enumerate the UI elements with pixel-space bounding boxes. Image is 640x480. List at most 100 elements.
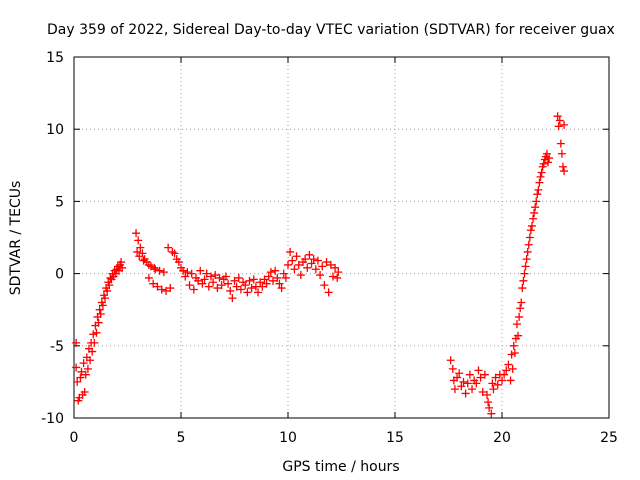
data-point: [509, 341, 518, 350]
x-tick-label: 15: [386, 430, 404, 446]
y-tick-label: 5: [55, 194, 64, 210]
data-point: [519, 276, 528, 285]
data-point: [217, 281, 226, 290]
data-point: [164, 243, 173, 252]
data-point: [266, 268, 275, 277]
x-tick-label: 20: [493, 430, 511, 446]
data-point: [478, 388, 487, 397]
data-point: [258, 282, 267, 291]
data-point: [185, 281, 194, 290]
data-point: [232, 282, 241, 291]
data-point: [311, 265, 320, 274]
data-point: [446, 356, 455, 365]
data-point: [249, 275, 258, 284]
data-point: [77, 367, 86, 376]
data-point: [151, 265, 160, 274]
data-point: [457, 382, 466, 391]
data-point: [517, 298, 526, 307]
data-point: [450, 385, 459, 394]
data-point: [168, 247, 177, 256]
data-point: [326, 260, 335, 269]
data-point: [535, 178, 544, 187]
y-tick-label: -5: [50, 339, 64, 355]
data-point: [474, 366, 483, 375]
data-point: [560, 120, 569, 129]
data-point: [209, 278, 218, 287]
data-point: [334, 268, 343, 277]
data-point: [234, 273, 243, 282]
data-point: [133, 247, 142, 256]
data-point: [465, 370, 474, 379]
data-point: [254, 288, 263, 297]
data-point: [245, 276, 254, 285]
data-point: [179, 266, 188, 275]
data-point: [136, 243, 145, 252]
data-point: [92, 328, 101, 337]
data-point: [461, 389, 470, 398]
data-point: [260, 275, 269, 284]
data-point: [514, 331, 523, 340]
data-point: [480, 370, 489, 379]
data-point: [155, 266, 164, 275]
data-point: [189, 285, 198, 294]
data-point: [531, 203, 540, 212]
data-point: [166, 284, 175, 293]
data-point: [105, 281, 114, 290]
data-point: [241, 281, 250, 290]
data-point: [555, 116, 564, 125]
data-point: [506, 376, 515, 385]
data-point: [303, 263, 312, 272]
data-point: [520, 269, 529, 278]
data-point: [200, 275, 209, 284]
data-point: [508, 364, 517, 373]
data-point: [498, 376, 506, 385]
data-point: [228, 294, 237, 303]
data-point: [489, 385, 498, 394]
grid: [74, 57, 609, 418]
data-point: [224, 279, 233, 288]
y-tick-label: 0: [55, 267, 64, 283]
data-point: [296, 271, 305, 280]
data-point: [522, 255, 531, 264]
x-tick-label: 0: [70, 430, 79, 446]
data-point: [213, 284, 222, 293]
data-point: [273, 273, 282, 282]
data-point: [202, 269, 211, 278]
data-point: [277, 284, 286, 293]
data-point: [529, 214, 538, 223]
data-point: [196, 266, 205, 275]
data-point: [484, 398, 493, 407]
data-point: [198, 279, 207, 288]
data-point: [159, 268, 168, 277]
data-point: [247, 284, 256, 293]
data-point: [281, 273, 290, 282]
data-point: [516, 304, 525, 313]
data-point: [525, 233, 534, 242]
data-point: [485, 403, 494, 412]
data-point: [118, 263, 127, 272]
data-point: [279, 269, 288, 278]
data-point: [534, 185, 543, 194]
data-point: [134, 236, 143, 245]
data-point: [226, 286, 235, 295]
data-point: [560, 167, 569, 176]
data-point: [215, 273, 224, 282]
data-point: [309, 255, 318, 264]
x-axis-label: GPS time / hours: [282, 459, 399, 475]
data-point: [72, 338, 81, 347]
data-point: [483, 390, 492, 399]
data-point: [117, 258, 126, 267]
data-point: [194, 276, 203, 285]
data-point: [512, 320, 521, 329]
data-point: [544, 158, 553, 167]
data-point: [83, 364, 92, 373]
data-point: [493, 380, 502, 389]
data-point: [320, 281, 329, 290]
data-point: [502, 366, 511, 375]
data-point: [153, 282, 162, 291]
data-point: [284, 260, 292, 269]
data-point: [76, 373, 85, 382]
data-point: [230, 276, 239, 285]
data-point: [518, 284, 527, 293]
axis-ticks: 0 5 10 15 20 25 -10 -5 0 5 10 15: [41, 50, 618, 446]
